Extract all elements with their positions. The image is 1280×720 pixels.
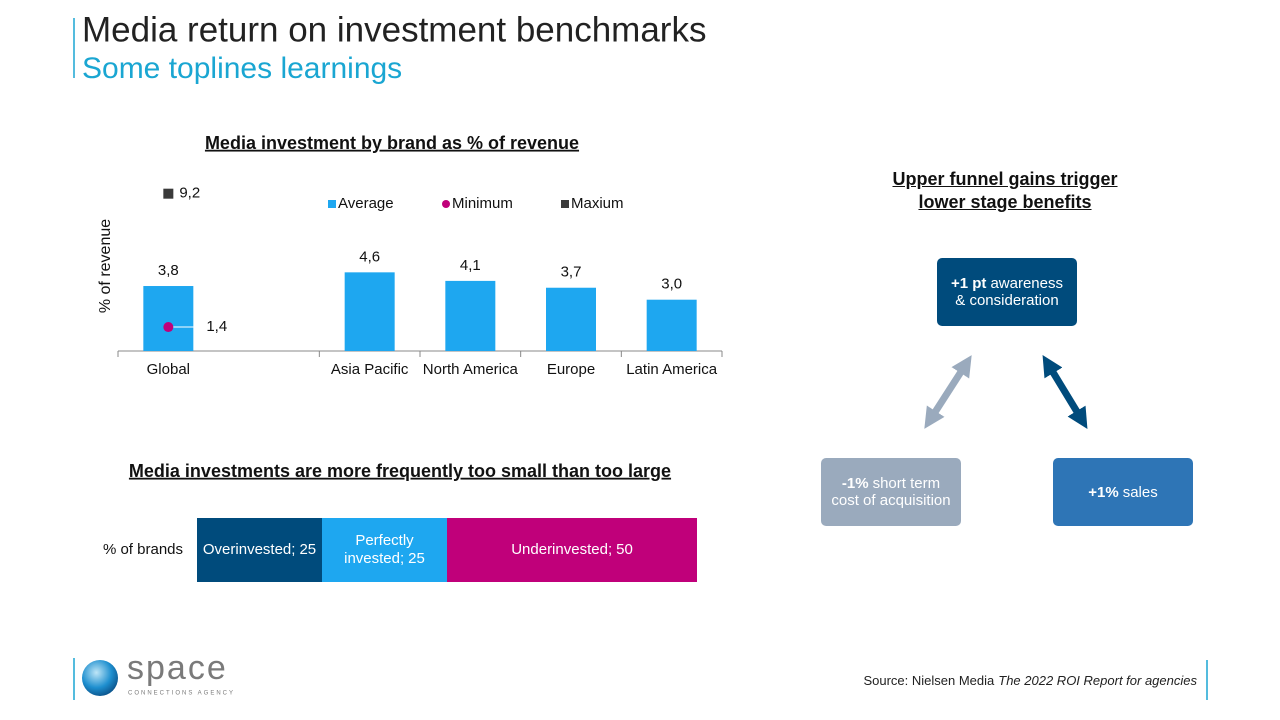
bar-segment — [197, 518, 322, 582]
y-tick-label: % of brands — [103, 541, 183, 558]
subtitle: Some toplines learnings — [82, 52, 402, 85]
arrow — [924, 355, 972, 429]
max-marker — [163, 188, 174, 199]
node: -1% short term cost of acquisition — [821, 458, 961, 526]
segment-value: 50 — [616, 541, 633, 558]
diagram-title: Upper funnel gains trigger lower stage b… — [892, 169, 1118, 212]
node-text: short term cost of acquisition — [831, 475, 951, 509]
legend-swatch — [561, 200, 569, 208]
node-bold: +1% — [1088, 483, 1119, 501]
min-marker — [163, 322, 174, 333]
segment-name: Underinvested — [511, 541, 612, 558]
bar — [143, 286, 194, 351]
logo-tagline: CONNECTIONS AGENCY — [128, 691, 235, 697]
data-label: 3,7 — [561, 264, 582, 281]
segment-name: Perfectly invested — [344, 532, 414, 567]
title: Media return on investment benchmarks — [82, 10, 706, 49]
x-tick-label: Europe — [547, 361, 595, 378]
data-label: 3,0 — [661, 276, 682, 293]
segment-name: Overinvested — [203, 541, 296, 558]
data-label: 4,1 — [460, 257, 481, 274]
node: +1 pt awareness & consideration — [937, 258, 1077, 326]
bar — [344, 272, 395, 351]
source-title: The 2022 ROI Report for agencies — [998, 673, 1197, 688]
bar-segment — [322, 518, 447, 582]
arrow — [1042, 355, 1088, 429]
segment-label: Underinvested50 — [447, 518, 697, 582]
logo-text: space — [127, 649, 228, 687]
bar — [546, 287, 596, 351]
data-label: 9,2 — [179, 185, 200, 202]
segment-value: 25 — [408, 550, 425, 567]
x-tick-label: Asia Pacific — [331, 361, 409, 378]
source-text: Source: Nielsen Media — [863, 673, 995, 688]
segment-text: Underinvested50 — [511, 541, 633, 559]
legend-swatch — [442, 200, 450, 208]
segment-value: 25 — [299, 541, 317, 558]
bar-segment — [447, 518, 697, 582]
chart-title: Media investments are more frequently to… — [129, 461, 671, 481]
x-tick-label: Latin America — [626, 361, 718, 378]
node-bold: +1 pt — [951, 275, 987, 292]
data-label: 3,8 — [158, 262, 179, 279]
source: Source: Nielsen Media The 2022 ROI Report… — [863, 673, 1197, 688]
legend-label: Maxium — [571, 195, 624, 212]
data-label: 4,6 — [359, 248, 380, 265]
segment-label: Perfectly invested25 — [322, 518, 447, 582]
segment-label: Overinvested25 — [197, 518, 322, 582]
y-axis-label: % of revenue — [97, 219, 114, 313]
node: +1% sales — [1053, 458, 1193, 526]
bar — [445, 280, 496, 351]
segment-text: Overinvested25 — [203, 541, 316, 559]
segment-text: Perfectly invested25 — [332, 532, 437, 568]
node-text: awareness & consideration — [955, 275, 1063, 309]
node-text: sales — [1122, 483, 1158, 501]
legend-swatch — [328, 200, 336, 208]
node-bold: -1% — [841, 475, 869, 492]
x-tick-label: North America — [423, 361, 519, 378]
x-tick-label: Global — [147, 361, 190, 378]
data-label: 1,4 — [206, 318, 227, 335]
legend-label: Minimum — [452, 195, 513, 212]
bar — [646, 299, 697, 351]
logo-mark — [82, 660, 118, 696]
chart-title: Media investment by brand as % of revenu… — [205, 133, 579, 153]
legend-label: Average — [338, 195, 394, 212]
